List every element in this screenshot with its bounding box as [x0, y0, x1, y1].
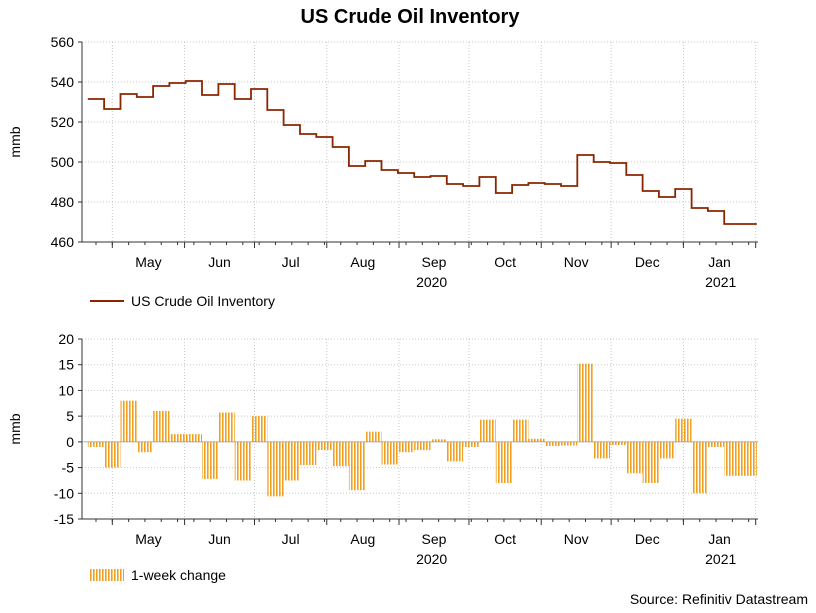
change-bar	[642, 441, 659, 483]
change-y-tick-label: -5	[62, 460, 75, 476]
change-bar	[218, 412, 235, 442]
inventory-x-tick-label: Dec	[635, 254, 660, 270]
change-x-tick-label: Aug	[350, 531, 375, 547]
change-bar	[740, 441, 757, 476]
inventory-y-tick-label: 540	[51, 74, 75, 90]
change-y-tick-label: -10	[54, 485, 74, 501]
change-x-tick-label: Jan	[708, 531, 731, 547]
change-bar	[495, 441, 513, 483]
change-bar	[185, 434, 202, 442]
change-bar	[381, 441, 398, 465]
change-bar	[528, 438, 545, 442]
inventory-line	[87, 80, 757, 225]
change-legend-swatch	[90, 569, 124, 581]
change-bar	[87, 441, 105, 447]
inventory-y-tick-label: 560	[51, 34, 75, 50]
inventory-x-tick-label: Jun	[208, 254, 231, 270]
inventory-x-tick-label: Nov	[564, 254, 589, 270]
change-bar	[430, 439, 447, 442]
change-bar	[593, 441, 610, 459]
change-y-axis-label: mmb	[7, 413, 23, 444]
change-y-tick-label: 20	[58, 331, 74, 347]
inventory-y-tick-label: 480	[51, 194, 75, 210]
change-year-label: 2021	[705, 551, 736, 567]
change-bar	[104, 441, 121, 468]
change-bar	[283, 441, 300, 481]
change-y-tick-label: 5	[66, 408, 74, 424]
change-x-tick-label: Oct	[494, 531, 516, 547]
change-bar	[267, 441, 284, 497]
change-chart: -15 -10 -5 0 5 10 15 20 May Jun Jul Aug Sep Oct Nov Dec…	[7, 331, 758, 583]
change-bar	[691, 441, 708, 494]
change-bar	[414, 441, 431, 451]
change-bar	[348, 441, 366, 491]
change-bar	[479, 419, 496, 442]
change-bar	[120, 400, 137, 442]
change-x-tick-label: Sep	[422, 531, 447, 547]
inventory-x-tick-label: Sep	[422, 254, 447, 270]
inventory-x-tick-label: Jan	[708, 254, 731, 270]
inventory-x-tick-label: Oct	[494, 254, 516, 270]
inventory-chart: 460 480 500 520 540 560 May Jun Jul Aug Sep Oct Nov D…	[7, 34, 758, 309]
inventory-y-tick-label: 520	[51, 114, 75, 130]
change-bar	[332, 441, 349, 467]
inventory-x-tick-label: Jul	[282, 254, 300, 270]
change-bar	[234, 441, 251, 481]
change-y-tick-label: 0	[66, 434, 74, 450]
change-bar	[577, 363, 594, 442]
change-bar	[675, 418, 692, 442]
inventory-year-label: 2020	[416, 274, 447, 290]
inventory-y-axis-label: mmb	[7, 126, 23, 157]
inventory-legend-label: US Crude Oil Inventory	[131, 293, 275, 309]
change-bar	[316, 441, 333, 451]
change-bar	[169, 434, 186, 442]
change-legend-label: 1-week change	[131, 567, 226, 583]
change-bar	[724, 441, 741, 476]
change-bar	[707, 441, 725, 447]
change-bar	[446, 441, 464, 462]
change-x-tick-label: May	[135, 531, 161, 547]
inventory-x-tick-label: May	[135, 254, 161, 270]
change-bar	[153, 411, 170, 442]
source-note: Source: Refinitiv Datastream	[630, 591, 808, 607]
change-y-tick-label: -15	[54, 511, 74, 527]
change-year-label: 2020	[416, 551, 447, 567]
change-bar	[251, 416, 268, 442]
change-x-tick-label: Jun	[208, 531, 231, 547]
change-bar	[561, 441, 578, 446]
change-x-tick-label: Dec	[635, 531, 660, 547]
change-bar	[136, 441, 154, 453]
change-y-tick-label: 15	[58, 357, 74, 373]
inventory-y-tick-label: 460	[51, 234, 75, 250]
change-bar	[365, 431, 382, 442]
change-bar	[626, 441, 643, 474]
change-x-tick-label: Jul	[282, 531, 300, 547]
inventory-x-tick-label: Aug	[350, 254, 375, 270]
change-bar	[658, 441, 676, 459]
change-x-tick-label: Nov	[564, 531, 589, 547]
chart-title: US Crude Oil Inventory	[301, 6, 521, 28]
change-bar	[610, 441, 627, 445]
change-y-tick-label: 10	[58, 382, 74, 398]
change-bar	[202, 441, 219, 479]
change-bar	[463, 441, 480, 447]
change-bar	[397, 441, 415, 453]
change-bar	[512, 419, 529, 442]
inventory-year-label: 2021	[705, 274, 736, 290]
inventory-y-tick-label: 500	[51, 154, 75, 170]
change-bar	[300, 441, 317, 465]
change-bar	[544, 441, 561, 446]
